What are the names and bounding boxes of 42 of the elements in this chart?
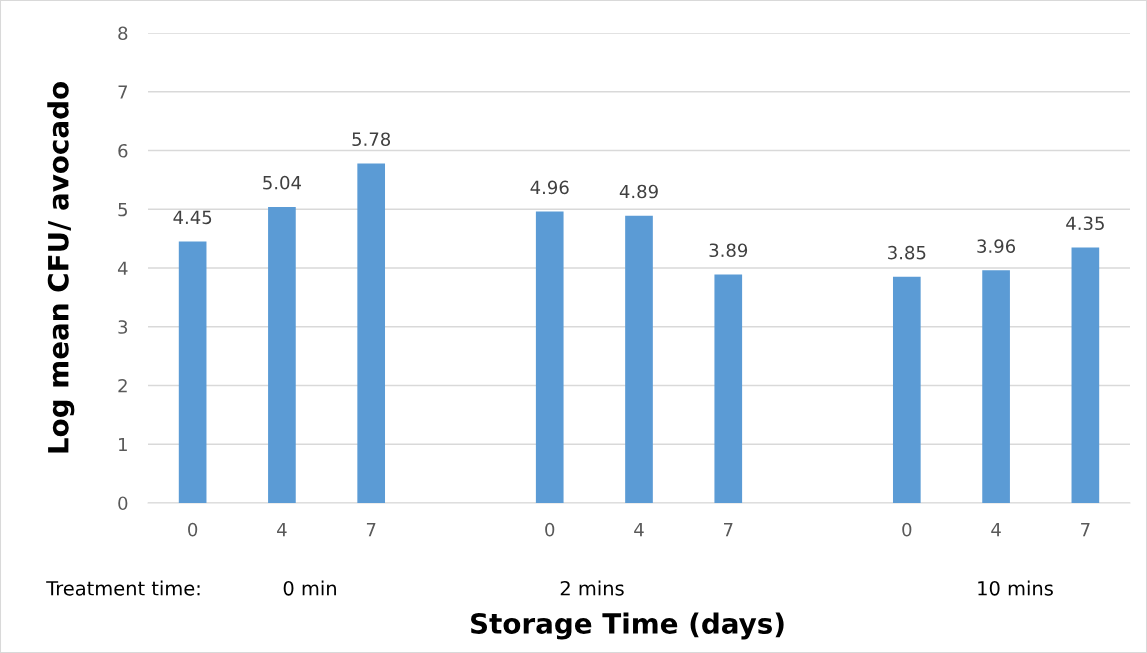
y-tick-label: 8 xyxy=(118,26,128,41)
bar xyxy=(535,211,564,503)
x-tick-label: 4 xyxy=(634,523,644,537)
data-label: 4.89 xyxy=(619,184,658,199)
bar xyxy=(982,270,1010,503)
data-label: 3.85 xyxy=(888,245,926,260)
x-tick-label: 0 xyxy=(545,522,555,537)
x-tick-label: 0 xyxy=(188,522,198,537)
data-label: 3.89 xyxy=(709,243,748,258)
data-label: 3.96 xyxy=(977,239,1016,253)
text: Treatment time: xyxy=(46,580,200,596)
data-label: 4.45 xyxy=(173,210,212,225)
y-tick-label: 0 xyxy=(118,496,128,511)
x-tick-label: 7 xyxy=(1081,523,1090,537)
y-tick-label: 7 xyxy=(118,85,128,99)
bar xyxy=(178,241,207,503)
x-tick-label: 7 xyxy=(366,523,376,537)
data-label: 4.35 xyxy=(1066,216,1104,231)
text: 0 min xyxy=(283,580,336,596)
y-tick-label: 1 xyxy=(119,437,127,452)
data-label: 5.04 xyxy=(263,175,301,190)
x-tick-label: 7 xyxy=(724,523,733,537)
y-tick-label: 3 xyxy=(118,320,128,334)
bar xyxy=(714,274,743,503)
x-tick-label: 0 xyxy=(902,522,912,537)
data-label: 4.96 xyxy=(530,180,569,195)
y-tick-label: 4 xyxy=(117,261,128,275)
x-tick-label: 4 xyxy=(991,523,1001,537)
y-tick-label: 2 xyxy=(118,378,127,393)
bar xyxy=(268,206,296,503)
y-axis-title: Log mean CFU/ avocado xyxy=(47,82,75,453)
data-label: 5.78 xyxy=(352,132,391,147)
text: 10 mins xyxy=(978,580,1053,596)
bar xyxy=(625,215,653,503)
x-axis-title: Storage Time (days) xyxy=(471,612,784,640)
bar xyxy=(1071,247,1100,503)
y-tick-label: 6 xyxy=(118,143,128,158)
x-tick-label: 4 xyxy=(277,523,287,537)
bar xyxy=(892,276,921,503)
y-tick-label: 5 xyxy=(118,202,127,217)
text: 2 mins xyxy=(560,580,624,596)
bar xyxy=(357,163,386,503)
